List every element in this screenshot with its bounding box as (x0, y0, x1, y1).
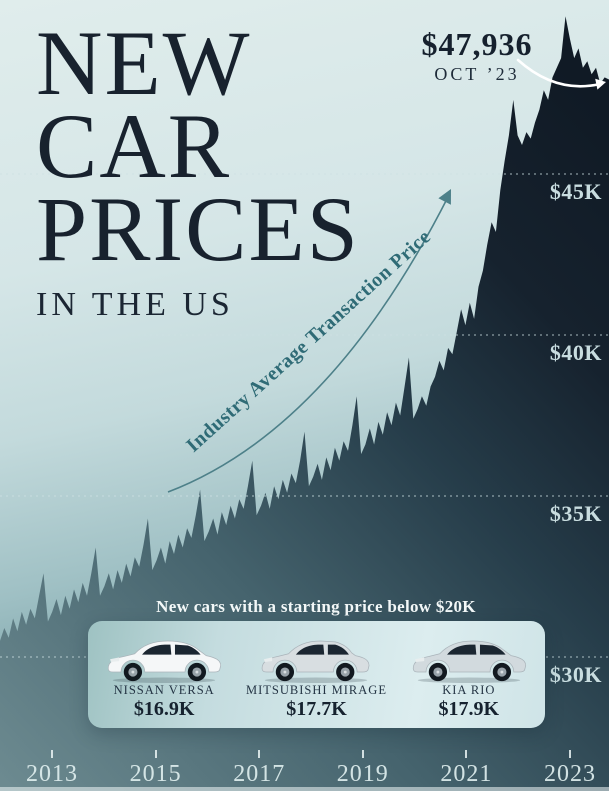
car-name: MITSUBISHI MIRAGE (246, 683, 387, 697)
year-tick (361, 750, 364, 758)
year-tick (154, 750, 157, 758)
trend-arrow (167, 189, 451, 493)
price-area-fill (0, 16, 609, 791)
y-axis-label-$30K: $30K (549, 662, 602, 687)
y-axis-label-$45K: $45K (549, 179, 602, 204)
year-tick (51, 750, 53, 758)
peak-price-label: $47,936 (421, 26, 533, 62)
x-axis-year-2019: 2019 (337, 750, 389, 788)
hatchback-car-illustration (262, 640, 370, 684)
x-axis-year-2013: 2013 (26, 750, 78, 788)
y-axis-label-$40K: $40K (549, 340, 602, 365)
peak-date-label: OCT ’23 (434, 64, 520, 84)
x-axis-year-2017: 2017 (233, 750, 285, 788)
year-label: 2015 (129, 761, 182, 787)
x-axis-year-2021: 2021 (440, 750, 492, 788)
car-price: $17.9K (438, 698, 500, 720)
year-label: 2017 (233, 761, 286, 787)
car-name: KIA RIO (442, 683, 496, 697)
x-axis-year-2023: 2023 (544, 750, 596, 788)
car-item-kia-rio: KIA RIO $17.9K (393, 621, 545, 728)
year-label: 2013 (26, 761, 78, 787)
cars-panel-heading: New cars with a starting price below $20… (156, 597, 476, 616)
y-axis-label-$35K: $35K (549, 501, 602, 526)
car-price: $17.7K (286, 698, 347, 720)
title-line-3: PRICES (36, 177, 360, 280)
sedan-car-illustration (108, 640, 222, 684)
car-name: NISSAN VERSA (113, 683, 215, 697)
year-tick (465, 750, 468, 758)
year-label: 2023 (544, 761, 596, 787)
year-label: 2021 (440, 761, 493, 787)
x-axis: 2013 2015 2017 2019 2021 2023 (0, 750, 609, 788)
cars-panel: NISSAN VERSA $16.9K MITSUBISHI MIRAGE $17.… (88, 621, 545, 728)
footer-strip (0, 787, 609, 791)
peak-callout: $47,936 OCT ’23 (422, 26, 533, 85)
year-label: 2019 (336, 761, 389, 787)
x-axis-year-2015: 2015 (130, 750, 182, 788)
car-item-mitsubishi-mirage: MITSUBISHI MIRAGE $17.7K (240, 621, 392, 728)
sedan-car-illustration (412, 640, 526, 684)
car-price: $16.9K (133, 698, 195, 720)
car-item-nissan-versa: NISSAN VERSA $16.9K (88, 621, 240, 728)
peak-arrow (516, 58, 606, 90)
year-tick (569, 750, 571, 758)
title-line-2: CAR (36, 94, 232, 197)
year-tick (258, 750, 261, 758)
page-title: NEW CAR PRICES IN THE US (36, 12, 360, 324)
title-line-1: NEW (36, 12, 252, 114)
page-subtitle: IN THE US (36, 286, 234, 324)
